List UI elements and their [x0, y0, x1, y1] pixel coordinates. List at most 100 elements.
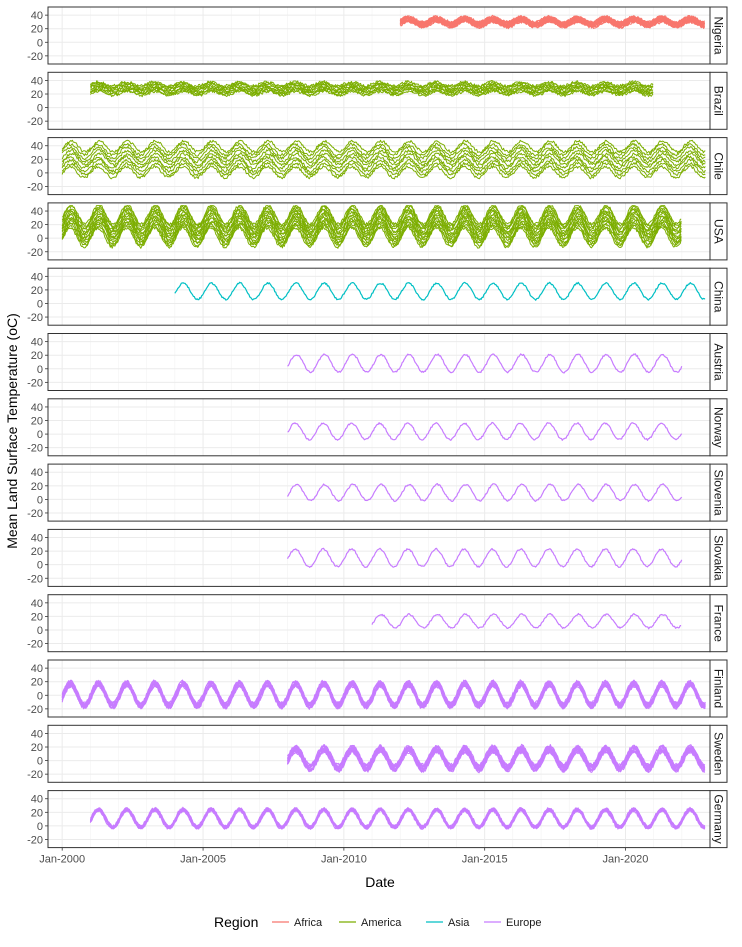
- y-tick-label: 20: [31, 285, 43, 297]
- series-line: [61, 210, 682, 233]
- y-tick-label: 20: [31, 154, 43, 166]
- y-tick-label: 40: [31, 598, 43, 610]
- facet-strip: [709, 594, 728, 653]
- series-germany: [89, 806, 706, 830]
- x-tick-label: Jan-2015: [462, 854, 508, 866]
- panel-usa: -20 020 40 USA: [27, 202, 728, 261]
- facet-label-china: China: [712, 281, 726, 313]
- series-finland: [61, 679, 706, 710]
- series-line: [371, 612, 682, 630]
- y-tick-label: 0: [37, 37, 43, 49]
- facet-strip: [709, 6, 728, 65]
- y-tick-label: -20: [27, 573, 43, 585]
- y-tick-label: 0: [37, 756, 43, 768]
- y-axis-title: Mean Land Surface Temperature (oC): [4, 313, 20, 549]
- x-tick-label: Jan-2020: [603, 854, 649, 866]
- y-tick-label: 0: [37, 168, 43, 180]
- y-tick-label: 40: [31, 402, 43, 414]
- panel-china: -20 020 40 China: [27, 267, 728, 326]
- y-tick-label: 20: [31, 481, 43, 493]
- chart-panels: -2002040Nigeria-2002040Brazil-2002040Chi…: [27, 6, 728, 849]
- legend-title: Region: [214, 914, 258, 930]
- y-tick-label: 40: [31, 533, 43, 545]
- facet-strip: [709, 398, 728, 457]
- facet-label-brazil: Brazil: [712, 86, 726, 116]
- series-line: [61, 215, 682, 239]
- series-line: [61, 205, 682, 226]
- panel-slovenia: -20 020 40 Slovenia: [27, 463, 728, 522]
- y-tick-label: 20: [31, 611, 43, 623]
- facet-strip: [709, 71, 728, 130]
- y-tick-label: 20: [31, 546, 43, 558]
- series-slovenia: [286, 483, 683, 503]
- x-axis-title: Date: [365, 874, 395, 890]
- panel-background: [48, 594, 710, 652]
- y-tick-label: 40: [31, 663, 43, 675]
- y-tick-label: 20: [31, 220, 43, 232]
- y-tick-label: 20: [31, 416, 43, 428]
- y-tick-label: 20: [31, 350, 43, 362]
- series-line: [61, 679, 706, 705]
- panel-nigeria: -20 020 40 Nigeria: [27, 6, 728, 65]
- y-tick-label: -20: [27, 377, 43, 389]
- facet-label-nigeria: Nigeria: [712, 16, 726, 54]
- series-line: [61, 165, 706, 180]
- legend-item-asia: Asia: [426, 917, 470, 929]
- series-sweden: [287, 743, 706, 774]
- panel-background: [48, 398, 710, 456]
- facet-label-slovenia: Slovenia: [712, 470, 726, 516]
- panel-background: [48, 529, 710, 587]
- y-tick-label: -20: [27, 51, 43, 63]
- series-line: [61, 139, 706, 154]
- series-line: [61, 158, 706, 173]
- series-france: [371, 612, 682, 630]
- legend: Region Africa America Asia Europe: [214, 914, 541, 930]
- panel-finland: -20 020 40 Finland: [27, 659, 728, 718]
- y-tick-label: -20: [27, 639, 43, 651]
- facet-strip: [709, 790, 728, 849]
- series-china: [174, 281, 706, 301]
- legend-item-america: America: [339, 917, 402, 929]
- y-tick-label: 0: [37, 494, 43, 506]
- series-line: [90, 80, 654, 88]
- x-tick-label: Jan-2005: [180, 854, 226, 866]
- y-tick-label: 20: [31, 807, 43, 819]
- series-line: [287, 743, 706, 767]
- series-line: [61, 220, 682, 244]
- panel-background: [48, 7, 710, 64]
- series-line: [61, 152, 706, 167]
- facet-strip: [709, 724, 728, 783]
- series-chile: [61, 139, 706, 180]
- facet-strip: [709, 267, 728, 326]
- panel-brazil: -200 20 40 Brazil: [27, 71, 728, 130]
- facet-label-germany: Germany: [712, 794, 726, 843]
- facet-strip: [709, 528, 728, 587]
- y-tick-label: 0: [37, 625, 43, 637]
- facet-label-norway: Norway: [712, 407, 726, 448]
- series-line: [286, 483, 683, 503]
- y-tick-label: 40: [31, 75, 43, 87]
- y-tick-label: -20: [27, 834, 43, 846]
- panel-sweden: -200 20 40 Sweden: [27, 724, 728, 783]
- y-tick-label: 40: [31, 728, 43, 740]
- series-line: [89, 81, 654, 89]
- series-line: [287, 745, 706, 768]
- facet-label-slovakia: Slovakia: [712, 535, 726, 581]
- y-tick-label: -20: [27, 443, 43, 455]
- y-tick-label: 40: [31, 10, 43, 22]
- x-tick-label: Jan-2000: [39, 854, 85, 866]
- y-tick-label: 40: [31, 271, 43, 283]
- facet-strip: [709, 137, 728, 196]
- panel-background: [48, 268, 710, 326]
- y-tick-label: 0: [37, 821, 43, 833]
- legend-item-africa: Africa: [272, 917, 323, 929]
- series-usa: [61, 205, 682, 249]
- series-line: [287, 749, 705, 772]
- facet-label-france: France: [712, 605, 726, 643]
- series-line: [287, 353, 683, 374]
- y-tick-label: -20: [27, 312, 43, 324]
